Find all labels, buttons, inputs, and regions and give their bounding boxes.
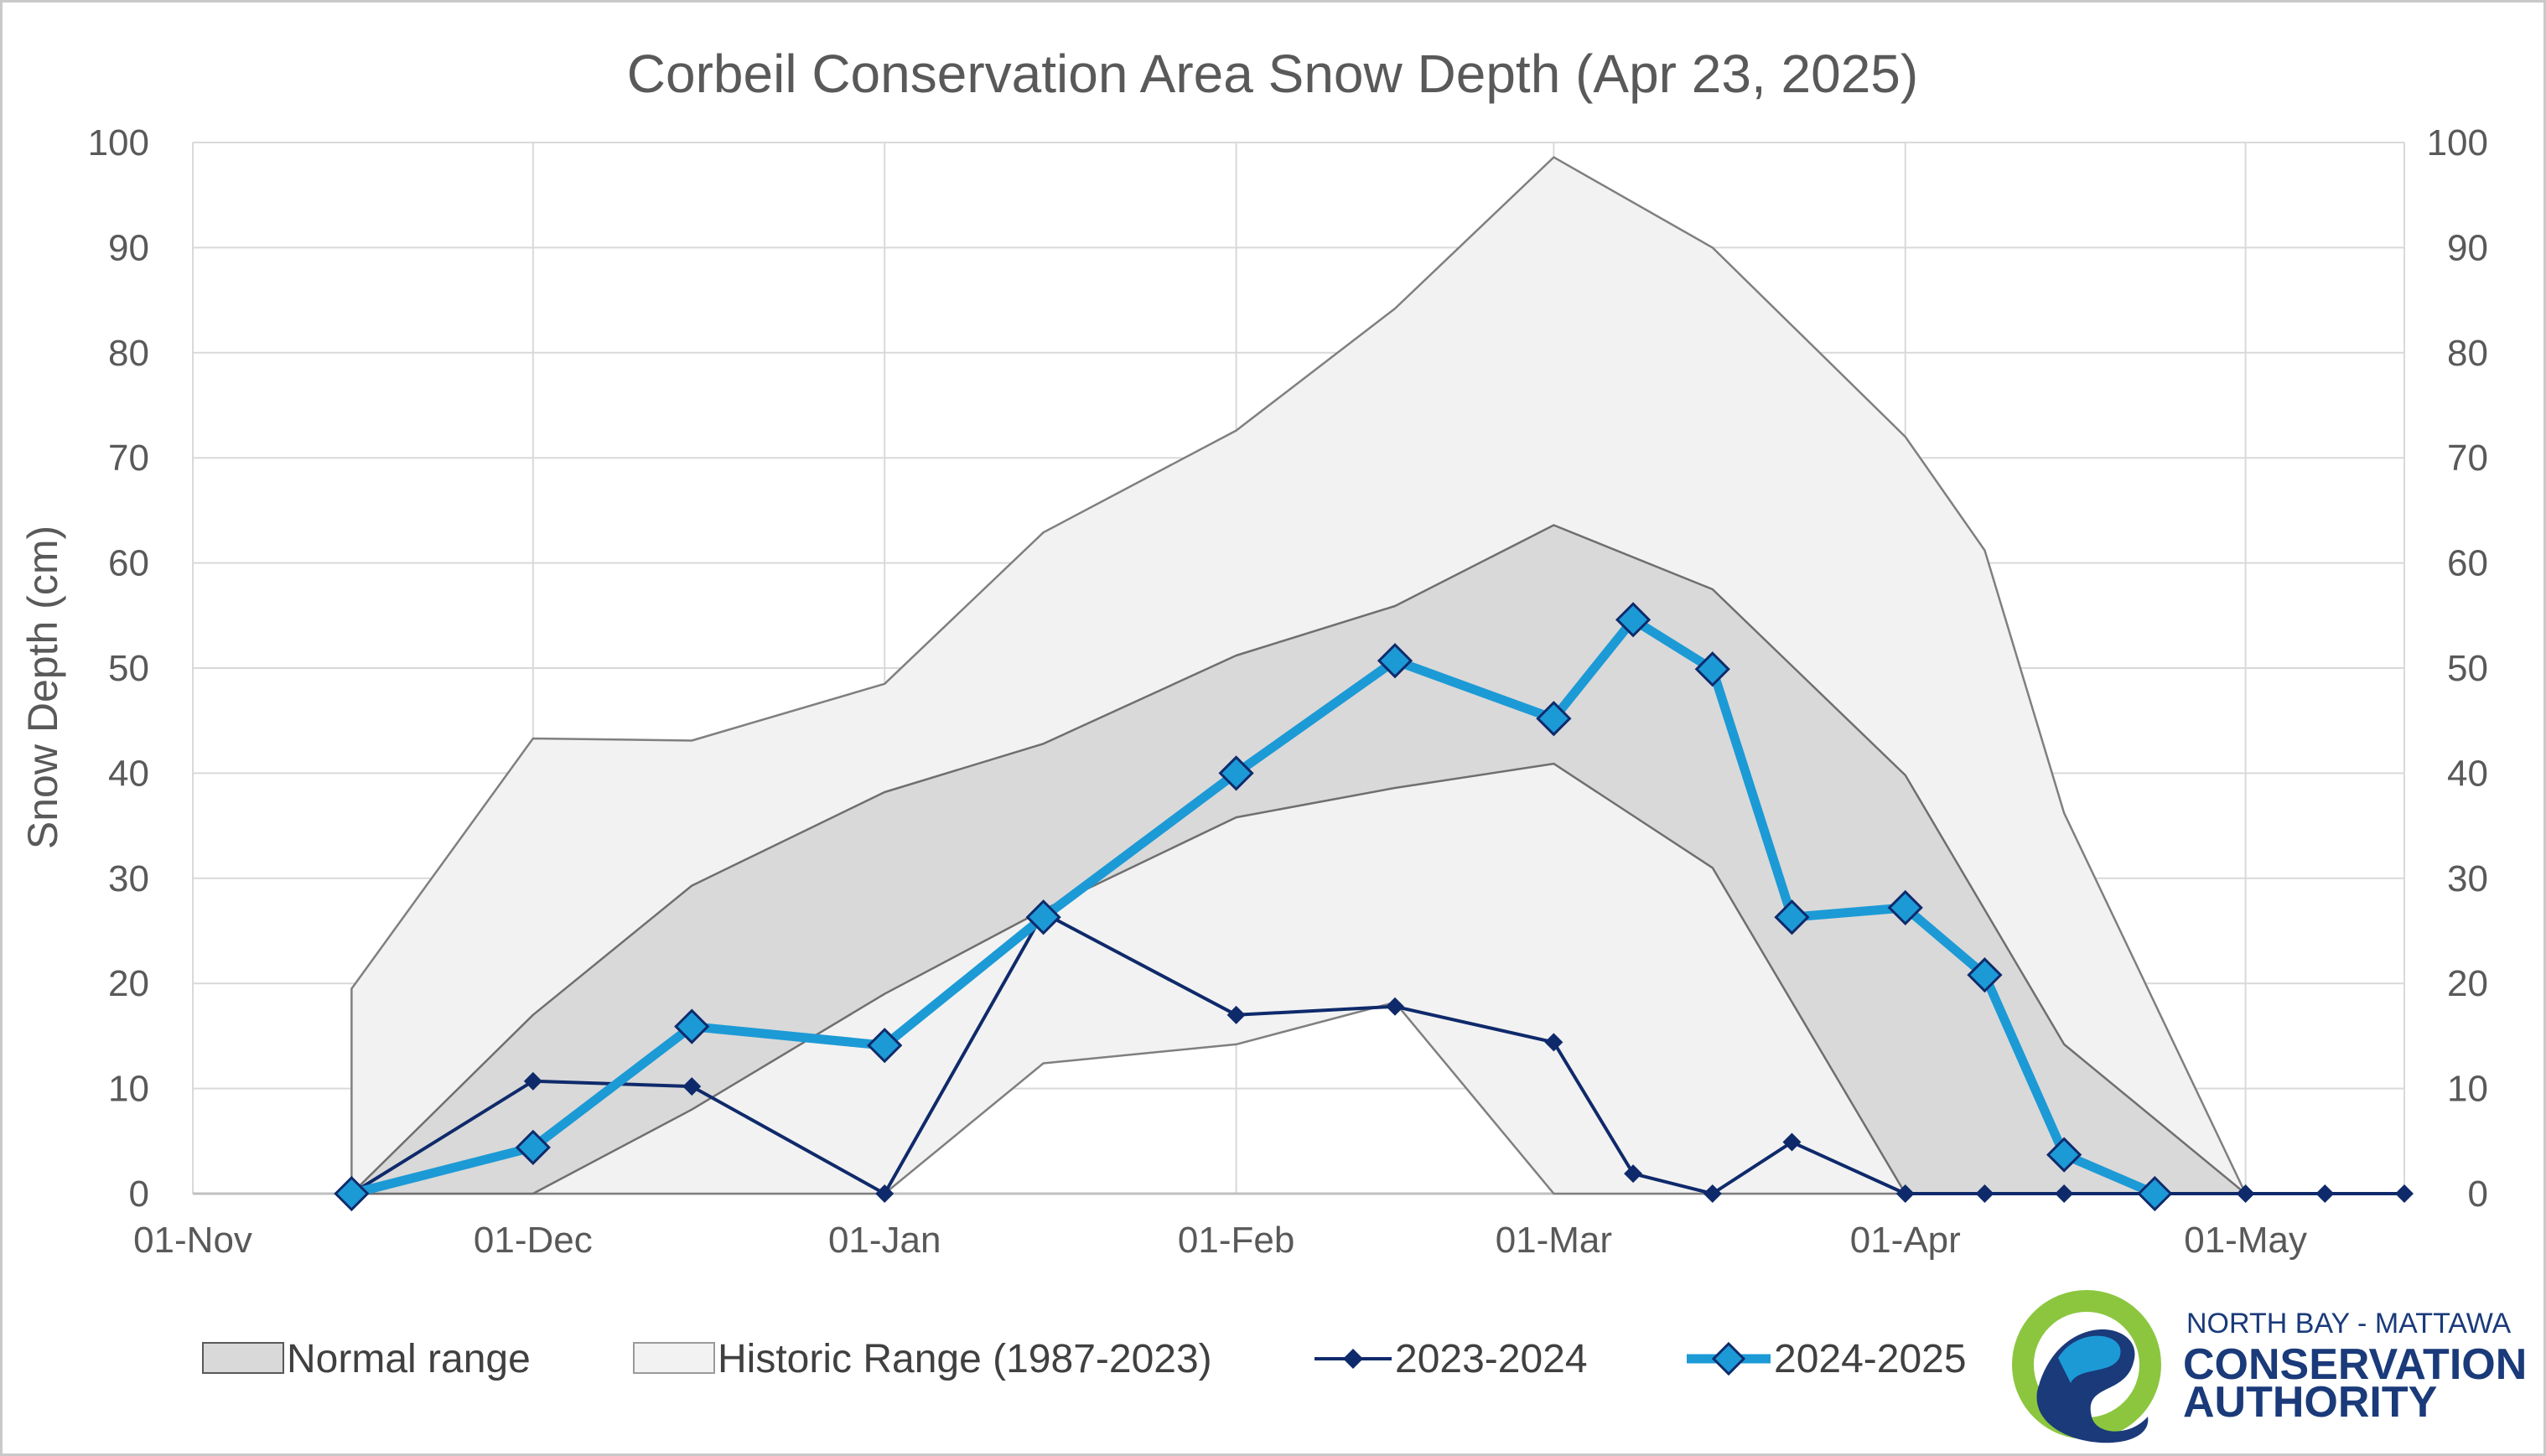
point-2023-2024 xyxy=(2395,1184,2414,1203)
point-2023-2024 xyxy=(2236,1184,2255,1203)
legend-label-normal-range: Normal range xyxy=(287,1337,531,1381)
y-tick-label-right: 40 xyxy=(2447,753,2488,794)
x-tick-label: 01-Mar xyxy=(1496,1220,1612,1261)
point-2024-2025 xyxy=(867,1028,903,1064)
legend-swatch-normal-range xyxy=(202,1342,284,1374)
point-2024-2025 xyxy=(2046,1137,2082,1173)
point-2024-2025 xyxy=(1774,899,1810,935)
point-2024-2025 xyxy=(1694,651,1730,687)
point-2023-2024 xyxy=(1975,1184,1994,1203)
y-tick-label-left: 50 xyxy=(108,648,149,689)
y-tick-label-right: 90 xyxy=(2447,227,2488,268)
y-tick-label-left: 90 xyxy=(108,227,149,268)
y-tick-label-right: 60 xyxy=(2447,543,2488,584)
y-axis-label: Snow Depth (cm) xyxy=(19,526,66,849)
x-tick-label: 01-Jan xyxy=(828,1220,941,1261)
point-2024-2025 xyxy=(334,1175,370,1212)
y-tick-label-left: 10 xyxy=(108,1069,149,1110)
y-tick-label-right: 80 xyxy=(2447,333,2488,374)
legend-marker-2023-2024 xyxy=(1343,1349,1363,1369)
point-2024-2025 xyxy=(1377,643,1413,679)
logo-text-line1: NORTH BAY - MATTAWA xyxy=(2186,1308,2512,1339)
point-2024-2025 xyxy=(1887,889,1923,926)
y-tick-label-right: 70 xyxy=(2447,438,2488,479)
y-tick-label-left: 30 xyxy=(108,858,149,899)
x-tick-label: 01-May xyxy=(2184,1220,2307,1261)
y-tick-label-right: 20 xyxy=(2447,963,2488,1004)
chart-title: Corbeil Conservation Area Snow Depth (Ap… xyxy=(627,44,1918,104)
y-tick-label-left: 40 xyxy=(108,753,149,794)
point-2023-2024 xyxy=(1624,1164,1643,1184)
y-tick-label-left: 100 xyxy=(88,122,149,163)
point-2023-2024 xyxy=(1703,1184,1722,1203)
point-2023-2024 xyxy=(1895,1184,1915,1203)
series-lines xyxy=(334,602,2414,1212)
x-tick-label: 01-Feb xyxy=(1178,1220,1294,1261)
point-2024-2025 xyxy=(674,1008,710,1044)
y-tick-label-left: 80 xyxy=(108,333,149,374)
point-2023-2024 xyxy=(1385,997,1404,1016)
point-2024-2025 xyxy=(2137,1175,2173,1212)
conservation-authority-logo: NORTH BAY - MATTAWA CONSERVATION AUTHORI… xyxy=(2012,1290,2527,1443)
x-tick-label: 01-Dec xyxy=(474,1220,593,1261)
point-2023-2024 xyxy=(2055,1184,2074,1203)
range-areas xyxy=(350,156,2247,1195)
point-2024-2025 xyxy=(1025,899,1061,935)
y-tick-label-left: 0 xyxy=(129,1174,149,1215)
point-2023-2024 xyxy=(682,1077,702,1096)
x-tick-label: 01-Apr xyxy=(1850,1220,1961,1261)
point-2023-2024 xyxy=(1226,1005,1246,1024)
point-2024-2025 xyxy=(1615,602,1652,638)
legend-label-historic-range: Historic Range (1987-2023) xyxy=(718,1337,1212,1381)
point-2023-2024 xyxy=(2315,1184,2335,1203)
logo-blue-wave xyxy=(2058,1335,2121,1383)
point-2024-2025 xyxy=(1967,957,2003,993)
legend: Normal range Historic Range (1987-2023) … xyxy=(202,1337,1967,1381)
y-tick-label-left: 60 xyxy=(108,543,149,584)
y-tick-label-left: 20 xyxy=(108,963,149,1004)
logo-text-line2: CONSERVATION xyxy=(2183,1340,2527,1389)
legend-label-2023-2024: 2023-2024 xyxy=(1395,1337,1588,1381)
legend-swatch-historic-range xyxy=(633,1342,715,1374)
point-2023-2024 xyxy=(1544,1033,1563,1052)
y-tick-label-right: 10 xyxy=(2447,1069,2488,1110)
point-2023-2024 xyxy=(875,1184,894,1203)
y-tick-label-right: 50 xyxy=(2447,648,2488,689)
point-2024-2025 xyxy=(515,1129,551,1165)
axis-ticks: 0 0 10 10 20 20 30 30 40 40 50 50 60 60 70 70 80 80 90 90 10… xyxy=(88,122,2488,1261)
point-2024-2025 xyxy=(1536,701,1572,737)
legend-label-2024-2025: 2024-2025 xyxy=(1774,1337,1967,1381)
y-tick-label-right: 0 xyxy=(2468,1174,2488,1215)
point-2023-2024 xyxy=(523,1071,542,1091)
x-tick-label: 01-Nov xyxy=(133,1220,252,1261)
y-tick-label-left: 70 xyxy=(108,438,149,479)
y-tick-label-right: 30 xyxy=(2447,858,2488,899)
y-tick-label-right: 100 xyxy=(2427,122,2488,163)
legend-marker-2024-2025 xyxy=(1711,1341,1746,1376)
logo-text-line3: AUTHORITY xyxy=(2183,1378,2437,1427)
point-2023-2024 xyxy=(1782,1132,1802,1152)
point-2024-2025 xyxy=(1218,755,1254,791)
